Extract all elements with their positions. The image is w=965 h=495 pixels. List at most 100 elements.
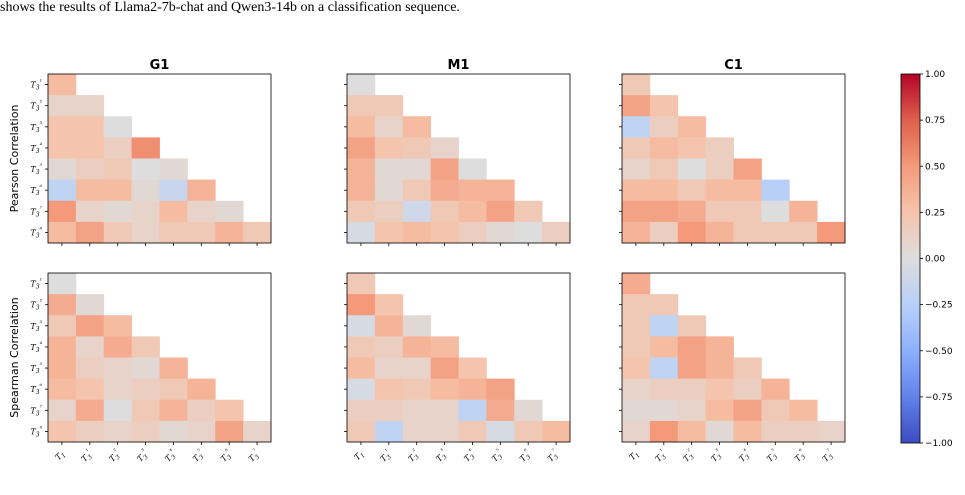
x-tick-label: T3²: [405, 447, 423, 465]
y-tick-label: T3⁴: [30, 341, 42, 354]
heatmap-cell: [103, 315, 133, 337]
heatmap-cell: [430, 399, 459, 422]
y-tick-label: T3⁶: [30, 383, 42, 396]
heatmap-cell: [48, 74, 77, 96]
heatmap-cell: [187, 179, 216, 202]
heatmap-cell: [103, 378, 133, 401]
x-tick-label: T3¹: [377, 448, 394, 465]
heatmap-cell: [789, 200, 818, 223]
heatmap-cell: [649, 294, 679, 316]
heatmap-cell: [649, 336, 679, 358]
heatmap-cell: [458, 179, 487, 202]
heatmap-cell: [131, 200, 160, 223]
heatmap-cell: [347, 420, 376, 443]
heatmap-cell: [514, 221, 543, 244]
heatmap-cell: [48, 95, 77, 117]
colorbar-tick-label: −1.00: [925, 439, 953, 449]
heatmap-cell: [187, 378, 216, 401]
heatmap-cell: [374, 378, 404, 401]
row-axis-label: Pearson Correlation: [8, 105, 21, 213]
panel-frame: [621, 272, 846, 443]
heatmap-cell: [430, 221, 459, 244]
heatmap-cell: [48, 336, 77, 358]
heatmap-cell: [75, 294, 105, 316]
heatmap-cell: [789, 420, 818, 443]
heatmap-cell: [486, 420, 515, 443]
y-tick-label: T3³: [30, 121, 42, 134]
heatmap-cell: [103, 420, 133, 443]
heatmap-cell: [131, 420, 160, 443]
heatmap-cell: [48, 179, 77, 202]
heatmap-cell: [622, 273, 651, 295]
heatmap-cell: [347, 179, 376, 202]
colorbar-tick-label: −0.50: [925, 347, 953, 357]
heatmap-cell: [131, 399, 160, 422]
heatmap-cell: [75, 221, 105, 244]
heatmap-cell: [187, 399, 216, 422]
heatmap-cell: [347, 200, 376, 223]
heatmap-cell: [649, 179, 679, 202]
heatmap-cell: [622, 74, 651, 96]
heatmap-cell: [215, 420, 244, 443]
heatmap-cell: [347, 336, 376, 358]
heatmap-cell: [761, 420, 790, 443]
heatmap-cell: [48, 116, 77, 138]
heatmap-cell: [458, 378, 487, 401]
heatmap-cell: [75, 116, 105, 138]
heatmap-cell: [622, 221, 651, 244]
heatmap-cell: [131, 137, 160, 159]
heatmap-cell: [159, 357, 188, 380]
heatmap-cell: [374, 200, 404, 223]
heatmap-cell: [733, 158, 762, 181]
heatmap-cell: [622, 378, 651, 401]
colorbar-tick-label: 1.00: [925, 70, 945, 80]
heatmap-cell: [458, 200, 487, 223]
heatmap-cell: [542, 420, 571, 443]
heatmap-cell: [48, 221, 77, 244]
heatmap-cell: [48, 294, 77, 316]
heatmap-cell: [215, 221, 244, 244]
heatmap-cell: [622, 399, 651, 422]
heatmap-cell: [705, 357, 734, 380]
heatmap-cell: [705, 158, 734, 181]
heatmap-panel-g1-pearson: T3¹ T3² T3³ T3⁴ T3⁵ T3⁶ T3⁷ T3⁸ G1: [30, 58, 272, 246]
heatmap-cell: [705, 200, 734, 223]
x-tick-label: T3¹: [78, 448, 95, 465]
heatmap-cell: [649, 399, 679, 422]
heatmap-cell: [103, 399, 133, 422]
heatmap-cell: [48, 399, 77, 422]
heatmap-cell: [486, 221, 515, 244]
heatmap-cell: [347, 221, 376, 244]
heatmap-cell: [649, 315, 679, 337]
heatmap-cell: [677, 357, 707, 380]
heatmap-cell: [347, 378, 376, 401]
heatmap-cell: [215, 200, 244, 223]
heatmap-cell: [48, 420, 77, 443]
heatmap-cell: [761, 221, 790, 244]
heatmap-cell: [347, 158, 376, 181]
y-tick-label: T3²: [30, 100, 42, 113]
heatmap-cell: [347, 294, 376, 316]
y-tick-label: T3⁷: [30, 205, 42, 218]
heatmap-cell: [48, 315, 77, 337]
y-tick-label: T3²: [30, 299, 42, 312]
heatmap-cell: [374, 95, 404, 117]
heatmap-cell: [103, 158, 133, 181]
heatmap-cell: [347, 116, 376, 138]
heatmap-cell: [789, 399, 818, 422]
heatmap-cell: [48, 200, 77, 223]
heatmap-cell: [75, 378, 105, 401]
x-tick-label: T3⁷: [820, 447, 838, 465]
panel-frame: [47, 272, 272, 443]
heatmap-cell: [677, 116, 707, 138]
heatmap-cell: [458, 420, 487, 443]
heatmap-cell: [649, 378, 679, 401]
heatmap-panel-m1-pearson: M1: [344, 58, 571, 246]
heatmap-cell: [677, 378, 707, 401]
heatmap-panel-c1-spearman: T1 T3¹ T3² T3³ T3⁴ T3⁵ T3⁶ T3⁷: [619, 272, 846, 465]
heatmap-cell: [402, 116, 432, 138]
colorbar-tick-label: 0.50: [925, 162, 945, 172]
heatmap-cell: [131, 378, 160, 401]
heatmap-cell: [402, 200, 432, 223]
